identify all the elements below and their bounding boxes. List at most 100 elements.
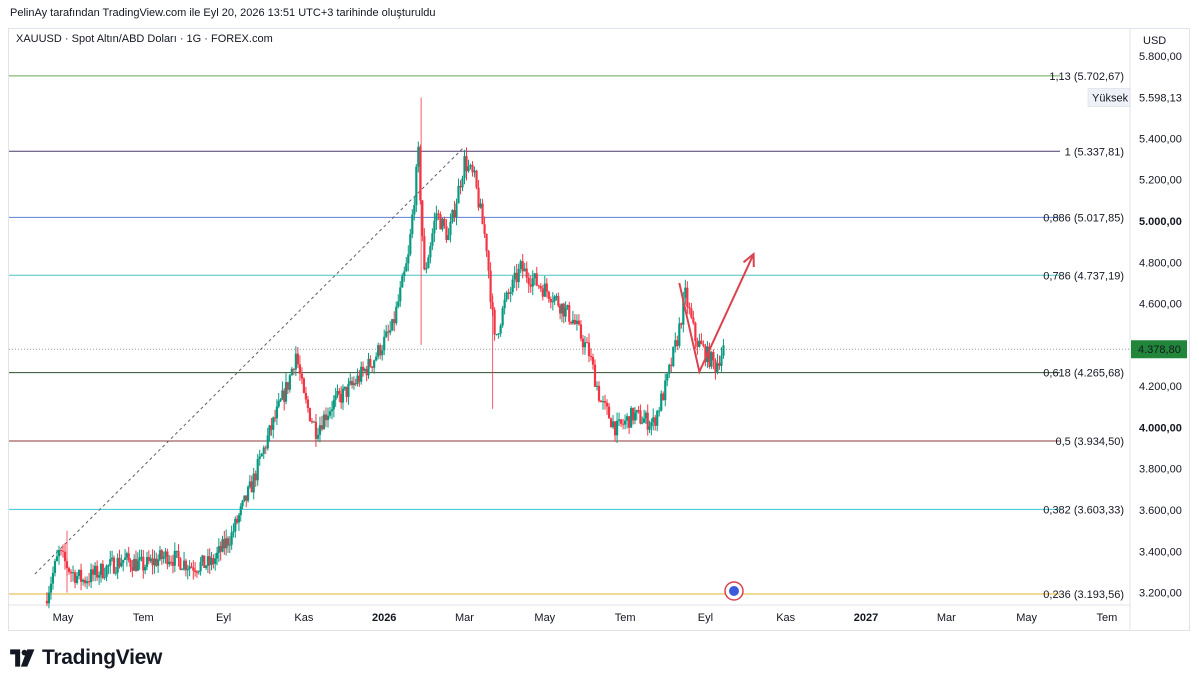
candle-body xyxy=(473,170,476,173)
candle-body xyxy=(123,557,127,560)
candle-body xyxy=(676,340,679,346)
candle-body xyxy=(166,551,169,565)
fib-label: 0,886 (5.017,85) xyxy=(1043,212,1124,224)
candle-body xyxy=(477,187,480,208)
candle-body xyxy=(349,381,352,384)
y-tick-label: 3.200,00 xyxy=(1139,588,1182,600)
candle-body xyxy=(125,553,128,558)
chart-frame[interactable] xyxy=(8,28,1190,631)
candle-body xyxy=(411,214,414,235)
candle-body xyxy=(155,558,158,566)
candle-body xyxy=(90,569,93,583)
candle-body xyxy=(690,308,693,318)
candle-body xyxy=(686,287,689,308)
candle-body xyxy=(621,423,625,425)
candle-body xyxy=(391,319,394,331)
candle-body xyxy=(61,550,65,552)
candle-body xyxy=(601,401,605,403)
candle-body xyxy=(116,557,119,573)
candle-body xyxy=(459,185,462,188)
candle-body xyxy=(101,563,104,578)
candle-body xyxy=(527,277,530,285)
candle-body xyxy=(336,390,339,396)
candle-body xyxy=(543,283,546,297)
candle-body xyxy=(71,572,75,574)
candle-body xyxy=(367,358,370,376)
candle-body xyxy=(467,166,470,172)
candle-body xyxy=(568,305,571,322)
candle-body xyxy=(272,417,275,430)
candle-body xyxy=(228,544,231,546)
candle-body xyxy=(551,301,554,303)
candle-body xyxy=(427,257,430,268)
candle-body xyxy=(611,421,615,428)
candle-body xyxy=(208,556,211,566)
candle-body xyxy=(435,213,438,221)
candle-body xyxy=(658,410,661,412)
candle-body xyxy=(457,185,460,204)
y-tick-label: 4.000,00 xyxy=(1139,422,1182,434)
candle-body xyxy=(499,325,502,334)
candle-body xyxy=(495,333,498,335)
candle-body xyxy=(481,203,484,225)
candle-body xyxy=(162,556,165,559)
y-tick-label: 3.600,00 xyxy=(1139,505,1182,517)
y-tick-label: 5.800,00 xyxy=(1139,51,1182,63)
candle-body xyxy=(617,419,621,421)
candle-body xyxy=(268,425,271,436)
fib-label: 0,618 (4.265,68) xyxy=(1043,368,1124,380)
symbol-label[interactable]: XAUUSD · Spot Altın/ABD Doları · 1G · FO… xyxy=(16,33,273,45)
candle-body xyxy=(607,406,611,419)
candle-body xyxy=(451,209,454,222)
candle-body xyxy=(239,506,242,516)
candle-body xyxy=(127,553,130,561)
candle-body xyxy=(286,382,289,390)
candle-body xyxy=(262,447,265,454)
candle-body xyxy=(59,549,63,551)
candle-body xyxy=(523,268,526,272)
candle-body xyxy=(314,421,318,439)
candle-body xyxy=(511,279,514,293)
candle-body xyxy=(447,235,450,241)
candle-body xyxy=(171,561,175,566)
candle-body xyxy=(646,412,649,430)
candle-body xyxy=(210,558,213,566)
candle-body xyxy=(503,299,506,309)
candle-body xyxy=(281,390,284,400)
candle-body xyxy=(182,560,186,570)
candle-body xyxy=(684,287,687,299)
y-tick-label: 4.600,00 xyxy=(1139,299,1182,311)
candle-body xyxy=(192,567,195,571)
candle-body xyxy=(324,414,328,421)
candle-body xyxy=(312,421,316,423)
x-tick-label: May xyxy=(1016,612,1037,624)
candle-body xyxy=(260,453,263,457)
candle-body xyxy=(250,481,253,493)
candle-body xyxy=(413,205,416,215)
candle-body xyxy=(103,576,106,578)
candle-body xyxy=(256,458,259,481)
candle-body xyxy=(361,366,365,371)
candle-body xyxy=(656,410,659,426)
candle-body xyxy=(593,364,597,387)
current-price-label: 4.378,80 xyxy=(1138,344,1181,356)
candle-body xyxy=(173,550,176,566)
high-value: 5.598,13 xyxy=(1139,93,1182,105)
candle-body xyxy=(67,568,71,572)
candle-body xyxy=(203,555,206,568)
candle-body xyxy=(455,203,458,218)
tradingview-logo[interactable]: TradingView xyxy=(10,646,162,670)
candle-body xyxy=(720,355,723,366)
candle-body xyxy=(358,375,361,382)
candle-body xyxy=(381,350,384,356)
candle-body xyxy=(560,303,564,314)
trendline xyxy=(34,146,465,575)
candle-body xyxy=(283,390,286,402)
candle-body xyxy=(507,292,510,294)
candle-body xyxy=(63,551,67,562)
candle-body xyxy=(332,399,335,410)
candle-body xyxy=(515,272,518,283)
candle-body xyxy=(157,559,160,566)
candle-body xyxy=(637,410,640,412)
